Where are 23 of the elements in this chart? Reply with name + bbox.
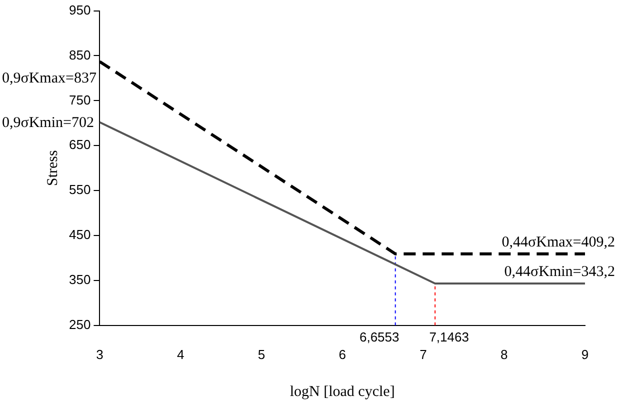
annotation: 0,9σKmax=837 [2,70,97,87]
x-tick-label: 6 [338,346,346,362]
annotation: 6,6553 [359,329,400,344]
x-tick-label: 9 [581,346,589,362]
annotation: 0,44σKmax=409,2 [502,234,615,250]
annotation: 0,9σKmin=702 [2,115,94,132]
y-tick-label: 750 [68,92,91,108]
annotation: 0,44σKmin=343,2 [504,264,615,280]
x-tick-label: 7 [420,346,427,362]
y-tick-label: 450 [68,227,91,242]
x-axis-title: logN [load cycle] [290,384,395,400]
y-tick-label: 850 [68,47,91,62]
y-tick-label: 650 [68,137,91,152]
y-tick-label: 550 [68,182,91,198]
annotation: 7,1463 [429,329,469,344]
x-tick-label: 8 [500,346,508,362]
y-tick-label: 250 [68,316,91,332]
x-tick-label: 4 [176,346,184,362]
x-tick-label: 5 [258,346,266,362]
x-tick-label: 3 [96,346,104,362]
y-tick-label: 950 [68,2,91,18]
y-axis-title: Stress [44,150,61,186]
y-tick-label: 350 [68,272,91,288]
